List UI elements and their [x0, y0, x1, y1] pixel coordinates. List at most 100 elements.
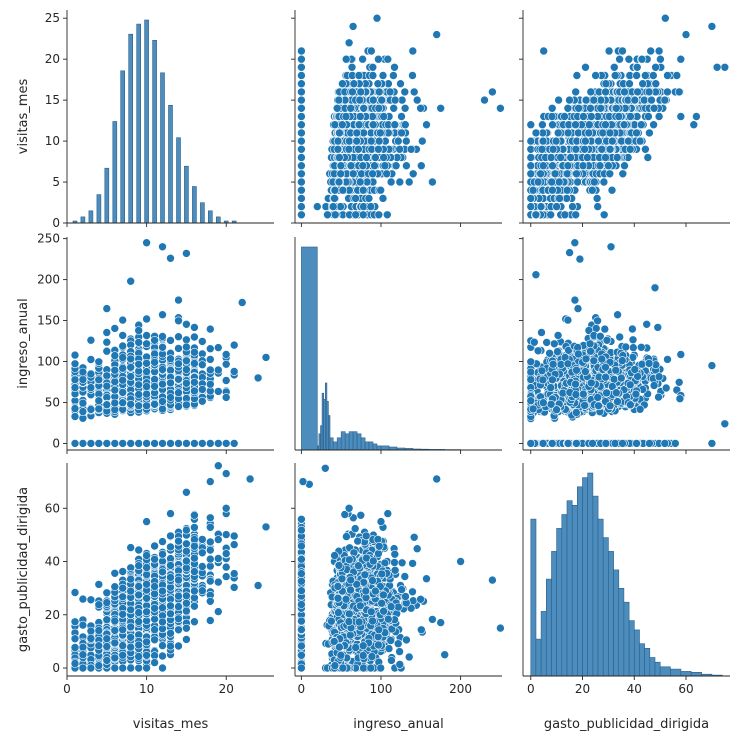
scatter-point — [331, 121, 339, 129]
scatter-point — [619, 170, 627, 178]
scatter-point — [573, 170, 581, 178]
scatter-points — [297, 14, 504, 219]
scatter-point — [549, 145, 557, 153]
scatter-point — [662, 384, 670, 392]
scatter-point — [119, 331, 127, 339]
scatter-point — [297, 154, 305, 162]
scatter-point — [563, 194, 571, 202]
panel-1-2 — [519, 237, 730, 454]
scatter-point — [159, 439, 167, 447]
scatter-point — [654, 323, 662, 331]
scatter-point — [352, 211, 360, 219]
scatter-point — [103, 372, 111, 380]
panel-0-2 — [519, 10, 730, 227]
scatter-point — [71, 360, 79, 368]
scatter-point — [356, 178, 364, 186]
scatter-point — [661, 96, 669, 104]
scatter-point — [548, 178, 556, 186]
scatter-point — [548, 104, 556, 112]
scatter-point — [527, 194, 535, 202]
scatter-point — [401, 88, 409, 96]
scatter-point — [606, 129, 614, 137]
scatter-point — [313, 203, 321, 211]
scatter-point — [355, 121, 363, 129]
scatter-point — [103, 347, 111, 355]
scatter-point — [111, 352, 119, 360]
scatter-point — [119, 316, 127, 324]
scatter-point — [297, 203, 305, 211]
scatter-point — [555, 96, 563, 104]
scatter-point — [579, 162, 587, 170]
scatter-point — [357, 88, 365, 96]
scatter-point — [175, 360, 183, 368]
scatter-point — [640, 96, 648, 104]
scatter-point — [335, 178, 343, 186]
scatter-point — [143, 439, 151, 447]
scatter-point — [355, 72, 363, 80]
hist-bar — [192, 187, 196, 224]
scatter-point — [127, 355, 135, 363]
scatter-point — [119, 388, 127, 396]
scatter-point — [159, 333, 167, 341]
scatter-point — [595, 137, 603, 145]
scatter-point — [587, 113, 595, 121]
scatter-point — [190, 378, 198, 386]
scatter-point — [692, 113, 700, 121]
scatter-point — [566, 96, 574, 104]
scatter-point — [143, 239, 151, 247]
scatter-point — [175, 439, 183, 447]
scatter-point — [334, 145, 342, 153]
scatter-point — [151, 382, 159, 390]
scatter-point — [633, 63, 641, 71]
scatter-point — [376, 129, 384, 137]
scatter-point — [353, 129, 361, 137]
y-tick-label: 25 — [45, 11, 60, 25]
scatter-point — [159, 405, 167, 413]
scatter-point — [549, 162, 557, 170]
scatter-point — [345, 145, 353, 153]
y-tick-label: 5 — [52, 175, 60, 189]
scatter-point — [537, 203, 545, 211]
scatter-point — [396, 178, 404, 186]
scatter-point — [143, 340, 151, 348]
scatter-point — [143, 332, 151, 340]
scatter-point — [554, 129, 562, 137]
scatter-point — [392, 162, 400, 170]
scatter-point — [599, 129, 607, 137]
y-tick-label: 10 — [45, 134, 60, 148]
scatter-point — [359, 186, 367, 194]
scatter-point — [369, 170, 377, 178]
scatter-point — [222, 377, 230, 385]
scatter-point — [550, 340, 558, 348]
scatter-point — [532, 211, 540, 219]
scatter-point — [214, 439, 222, 447]
scatter-point — [413, 96, 421, 104]
scatter-point — [87, 405, 95, 413]
scatter-point — [190, 359, 198, 367]
scatter-point — [588, 186, 596, 194]
scatter-point — [384, 55, 392, 63]
scatter-point — [602, 80, 610, 88]
scatter-point — [548, 186, 556, 194]
scatter-point — [175, 296, 183, 304]
scatter-point — [175, 344, 183, 352]
scatter-point — [111, 439, 119, 447]
scatter-point — [222, 360, 230, 368]
scatter-point — [377, 186, 385, 194]
scatter-point — [527, 162, 535, 170]
scatter-point — [190, 333, 198, 341]
scatter-point — [585, 129, 593, 137]
hist-bar — [330, 438, 333, 450]
scatter-point — [537, 170, 545, 178]
scatter-point — [365, 194, 373, 202]
scatter-point — [386, 88, 394, 96]
scatter-point — [335, 154, 343, 162]
hist-bar — [301, 247, 317, 450]
scatter-point — [590, 96, 598, 104]
scatter-point — [563, 170, 571, 178]
scatter-point — [135, 338, 143, 346]
scatter-point — [369, 72, 377, 80]
scatter-point — [369, 96, 377, 104]
scatter-point — [198, 385, 206, 393]
scatter-point — [402, 162, 410, 170]
